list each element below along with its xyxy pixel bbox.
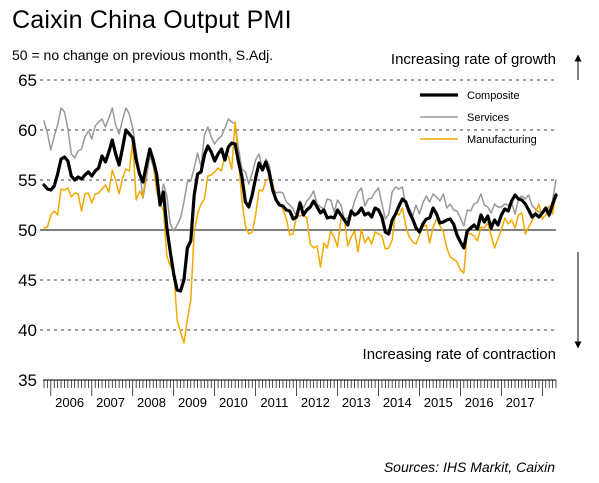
x-year-label-2017: 2017 [506, 395, 535, 410]
y-tick-label-60: 60 [18, 121, 37, 140]
x-year-label-2007: 2007 [96, 395, 125, 410]
x-year-label-2016: 2016 [465, 395, 494, 410]
series-lines [42, 107, 558, 344]
y-tick-label-45: 45 [18, 271, 37, 290]
chart-subtitle: 50 = no change on previous month, S.Adj. [12, 47, 274, 63]
y-tick-label-35: 35 [18, 371, 37, 390]
y-tick-label-50: 50 [18, 221, 37, 240]
manufacturing-legend-label: Manufacturing [467, 134, 537, 146]
composite-legend-label: Composite [467, 90, 520, 102]
x-year-label-2013: 2013 [342, 395, 371, 410]
legend: Composite Services Manufacturing [420, 90, 537, 146]
x-year-label-2011: 2011 [260, 395, 288, 410]
services-legend-label: Services [467, 112, 510, 124]
x-year-label-2006: 2006 [55, 395, 84, 410]
composite-series-line [42, 128, 558, 293]
y-tick-label-40: 40 [18, 321, 37, 340]
services-series-line [43, 107, 557, 232]
x-year-label-2008: 2008 [137, 395, 166, 410]
x-axis: 2006 2007 2008 2009 2010 2011 2012 2013 2014 2015… [43, 379, 557, 410]
manufacturing-series-line [43, 121, 557, 344]
x-year-label-2014: 2014 [383, 395, 412, 410]
source-note: Sources: IHS Markit, Caixin [383, 459, 555, 475]
x-year-label-2015: 2015 [424, 395, 453, 410]
x-year-label-2009: 2009 [178, 395, 207, 410]
y-tick-label-55: 55 [18, 171, 37, 190]
chart-title: Caixin China Output PMI [12, 6, 292, 34]
x-year-label-2012: 2012 [301, 395, 330, 410]
contraction-annotation: Increasing rate of contraction [362, 346, 556, 363]
growth-annotation: Increasing rate of growth [390, 51, 556, 68]
x-year-label-2010: 2010 [219, 395, 248, 410]
y-tick-label-65: 65 [18, 71, 37, 90]
